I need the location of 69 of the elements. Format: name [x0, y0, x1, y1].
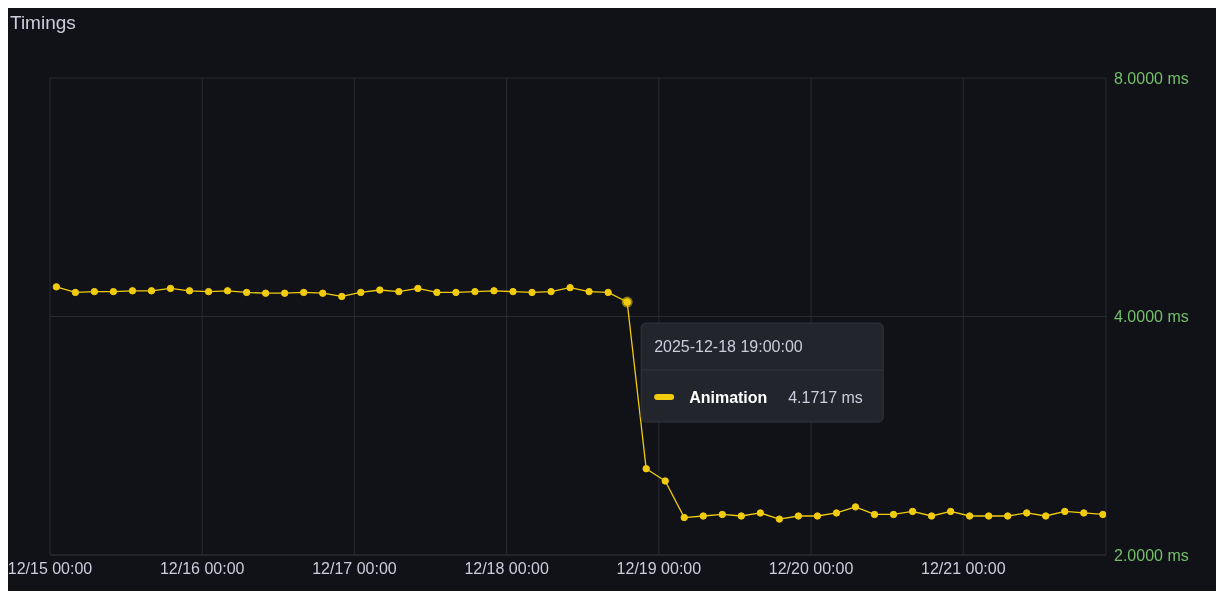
y-tick-label: 4.0000 ms	[1114, 308, 1189, 326]
point	[1080, 509, 1088, 517]
point	[775, 515, 784, 523]
point	[680, 513, 688, 522]
point	[946, 507, 955, 516]
x-tick-label: 12/17 00:00	[312, 560, 397, 578]
point	[718, 510, 726, 519]
point	[319, 289, 327, 297]
point	[832, 509, 841, 517]
point	[528, 288, 536, 297]
point	[52, 283, 61, 291]
point	[642, 465, 650, 473]
point	[509, 287, 517, 296]
point	[604, 288, 612, 297]
point	[166, 284, 175, 293]
y-tick-label: 8.0000 ms	[1114, 69, 1189, 87]
point	[471, 287, 479, 296]
point	[927, 512, 936, 520]
point	[908, 507, 917, 516]
point	[870, 510, 879, 519]
point	[1099, 510, 1106, 519]
point	[889, 510, 898, 519]
point	[1023, 509, 1031, 517]
point	[756, 509, 765, 517]
point	[299, 288, 308, 297]
x-tick-label: 12/15 00:00	[7, 560, 93, 578]
annotation: 2025-12-18 19:00:00	[654, 338, 803, 356]
point	[433, 288, 441, 297]
point	[414, 284, 422, 293]
x-tick-label: 12/18 00:00	[464, 560, 550, 578]
point	[851, 503, 860, 511]
point	[204, 287, 213, 296]
point	[490, 287, 498, 295]
point	[737, 512, 746, 520]
point	[280, 289, 289, 297]
point	[185, 287, 194, 295]
legend-label: Animation	[689, 389, 768, 407]
point	[661, 477, 669, 485]
point	[128, 287, 137, 295]
point	[395, 287, 403, 296]
point	[585, 287, 593, 296]
point	[357, 288, 365, 297]
x-tick-label: 12/16 00:00	[159, 560, 245, 578]
point	[965, 512, 974, 520]
x-tick-label: 12/21 00:00	[921, 560, 1006, 578]
point	[984, 512, 993, 520]
point	[794, 512, 803, 520]
point	[1003, 512, 1012, 520]
point	[223, 287, 232, 295]
point	[813, 512, 822, 520]
point	[71, 288, 80, 297]
x-tick-label: 12/19 00:00	[616, 560, 702, 578]
point	[1061, 507, 1069, 516]
point	[566, 283, 574, 292]
point	[147, 287, 156, 295]
chart-title: Timings	[10, 12, 76, 34]
y-tick-label: 2.0000 ms	[1114, 546, 1189, 564]
point	[261, 289, 270, 297]
point	[452, 288, 460, 297]
point	[338, 292, 346, 301]
point	[109, 287, 118, 296]
point	[699, 512, 707, 520]
point	[547, 287, 555, 296]
annotation: 4.1717 ms	[788, 389, 863, 407]
point	[242, 288, 251, 297]
point	[90, 287, 99, 296]
point	[376, 286, 384, 294]
x-tick-label: 12/20 00:00	[768, 560, 854, 578]
point	[1042, 512, 1050, 520]
